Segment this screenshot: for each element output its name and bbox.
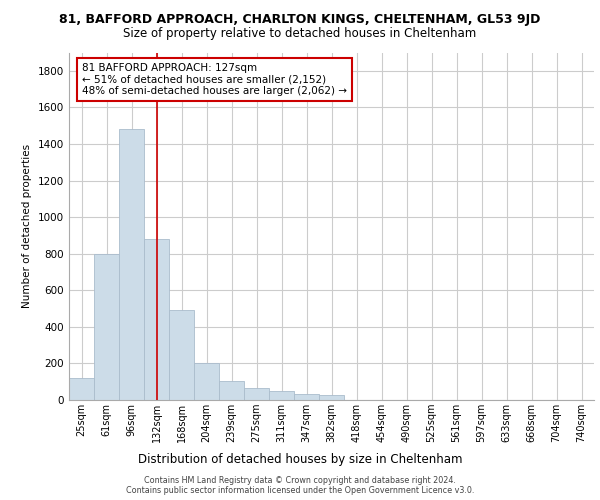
Bar — [219, 381, 244, 400]
Bar — [269, 391, 294, 400]
Text: Size of property relative to detached houses in Cheltenham: Size of property relative to detached ho… — [124, 28, 476, 40]
Bar — [144, 239, 169, 400]
Bar — [119, 130, 144, 400]
Text: 81, BAFFORD APPROACH, CHARLTON KINGS, CHELTENHAM, GL53 9JD: 81, BAFFORD APPROACH, CHARLTON KINGS, CH… — [59, 12, 541, 26]
Text: Contains public sector information licensed under the Open Government Licence v3: Contains public sector information licen… — [126, 486, 474, 495]
Bar — [194, 362, 219, 400]
Bar — [244, 388, 269, 400]
Bar — [319, 396, 344, 400]
Text: Distribution of detached houses by size in Cheltenham: Distribution of detached houses by size … — [138, 453, 462, 466]
Bar — [94, 254, 119, 400]
Text: Contains HM Land Registry data © Crown copyright and database right 2024.: Contains HM Land Registry data © Crown c… — [144, 476, 456, 485]
Text: 81 BAFFORD APPROACH: 127sqm
← 51% of detached houses are smaller (2,152)
48% of : 81 BAFFORD APPROACH: 127sqm ← 51% of det… — [82, 63, 347, 96]
Bar — [169, 310, 194, 400]
Bar — [294, 394, 319, 400]
Y-axis label: Number of detached properties: Number of detached properties — [22, 144, 32, 308]
Bar — [69, 378, 94, 400]
